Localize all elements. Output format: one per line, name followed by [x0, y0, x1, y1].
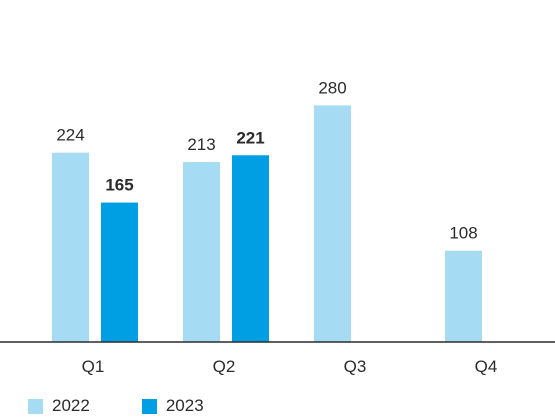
legend-label-2022: 2022: [52, 396, 90, 415]
bar-q3-2022: [314, 105, 351, 343]
x-tick-label-q1: Q1: [82, 357, 105, 376]
legend-swatch-2022: [28, 398, 43, 414]
bar-q2-2022: [183, 162, 220, 342]
x-tick-label-q3: Q3: [344, 357, 367, 376]
data-label-q4-2022: 108: [449, 224, 477, 243]
data-label-q2-2022: 213: [187, 135, 215, 154]
bar-q4-2022: [445, 250, 482, 342]
bar-q2-2023: [232, 155, 269, 342]
legend: 2022 2023: [28, 396, 256, 416]
data-label-q3-2022: 280: [318, 78, 346, 97]
x-tick-label-q4: Q4: [475, 357, 498, 376]
legend-swatch-2023: [141, 398, 157, 414]
data-label-q2-2023: 221: [236, 128, 264, 147]
legend-label-2023: 2023: [165, 396, 204, 415]
bar-q1-2023: [101, 202, 138, 342]
bars-group: [52, 105, 482, 343]
x-tick-labels-group: Q1 Q2 Q3 Q4: [82, 357, 498, 376]
legend-item-2023: 2023: [141, 396, 204, 416]
legend-item-2022: 2022: [28, 396, 90, 416]
x-tick-label-q2: Q2: [213, 357, 236, 376]
data-label-q1-2023: 165: [105, 176, 133, 195]
data-label-q1-2022: 224: [56, 126, 84, 145]
data-labels-group: 224 165 213 221 280 108: [56, 78, 477, 242]
bar-q1-2022: [52, 152, 89, 342]
